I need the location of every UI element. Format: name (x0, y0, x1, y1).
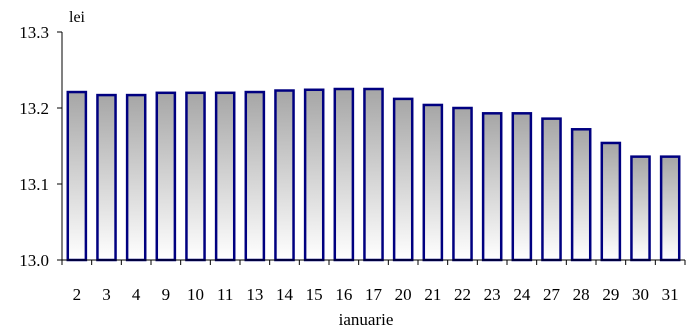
bar-14 (274, 89, 295, 262)
x-tick-label-30: 30 (632, 285, 649, 304)
y-tick-label: 13.0 (19, 251, 49, 270)
y-tick-label: 13.3 (19, 23, 49, 42)
x-tick-label-16: 16 (335, 285, 352, 304)
y-tick-label: 13.2 (19, 99, 49, 118)
bar-24 (511, 112, 533, 262)
bar-4 (125, 93, 147, 262)
bar-21 (422, 103, 444, 262)
x-tick-label-4: 4 (132, 285, 141, 304)
x-tick-label-11: 11 (217, 285, 233, 304)
bar-20 (392, 97, 414, 262)
bar-30 (630, 155, 651, 262)
bar-17 (363, 87, 384, 262)
x-axis-label: ianuarie (339, 310, 394, 329)
x-tick-label-13: 13 (246, 285, 263, 304)
bar-22 (452, 106, 473, 262)
bar-3 (96, 93, 117, 262)
x-tick-label-20: 20 (395, 285, 412, 304)
bar-31 (659, 155, 681, 262)
x-tick-label-22: 22 (454, 285, 471, 304)
bar-11 (214, 91, 236, 262)
x-tick-label-3: 3 (102, 285, 111, 304)
y-axis-label: lei (69, 9, 86, 26)
y-tick-label: 13.1 (19, 175, 49, 194)
bar-27 (541, 117, 562, 262)
bar-23 (481, 112, 503, 262)
bar-2 (66, 90, 88, 262)
x-tick-label-15: 15 (306, 285, 323, 304)
x-tick-label-9: 9 (162, 285, 171, 304)
x-tick-label-24: 24 (513, 285, 531, 304)
bar-29 (600, 141, 622, 262)
x-tick-group: 2 3 4 9 10 11 13 14 15 16 17 20 21 22 23 24 27 28 29 30 31 (61, 260, 686, 304)
x-tick-label-17: 17 (365, 285, 383, 304)
x-tick-label-27: 27 (543, 285, 561, 304)
bar-15 (303, 88, 325, 262)
x-tick-label-2: 2 (73, 285, 82, 304)
bar-28 (570, 128, 592, 262)
x-tick-label-29: 29 (602, 285, 619, 304)
x-tick-label-23: 23 (484, 285, 501, 304)
x-tick-label-28: 28 (573, 285, 590, 304)
x-tick-label-21: 21 (424, 285, 441, 304)
x-tick-label-14: 14 (276, 285, 294, 304)
bar-13 (244, 90, 266, 262)
y-tick-group: 13.0 13.1 13.2 13.3 (19, 23, 62, 270)
bar-10 (185, 91, 206, 262)
bar-16 (333, 87, 355, 262)
bar-series (66, 87, 681, 262)
x-tick-label-10: 10 (187, 285, 204, 304)
x-tick-label-31: 31 (662, 285, 679, 304)
bar-9 (155, 91, 177, 262)
